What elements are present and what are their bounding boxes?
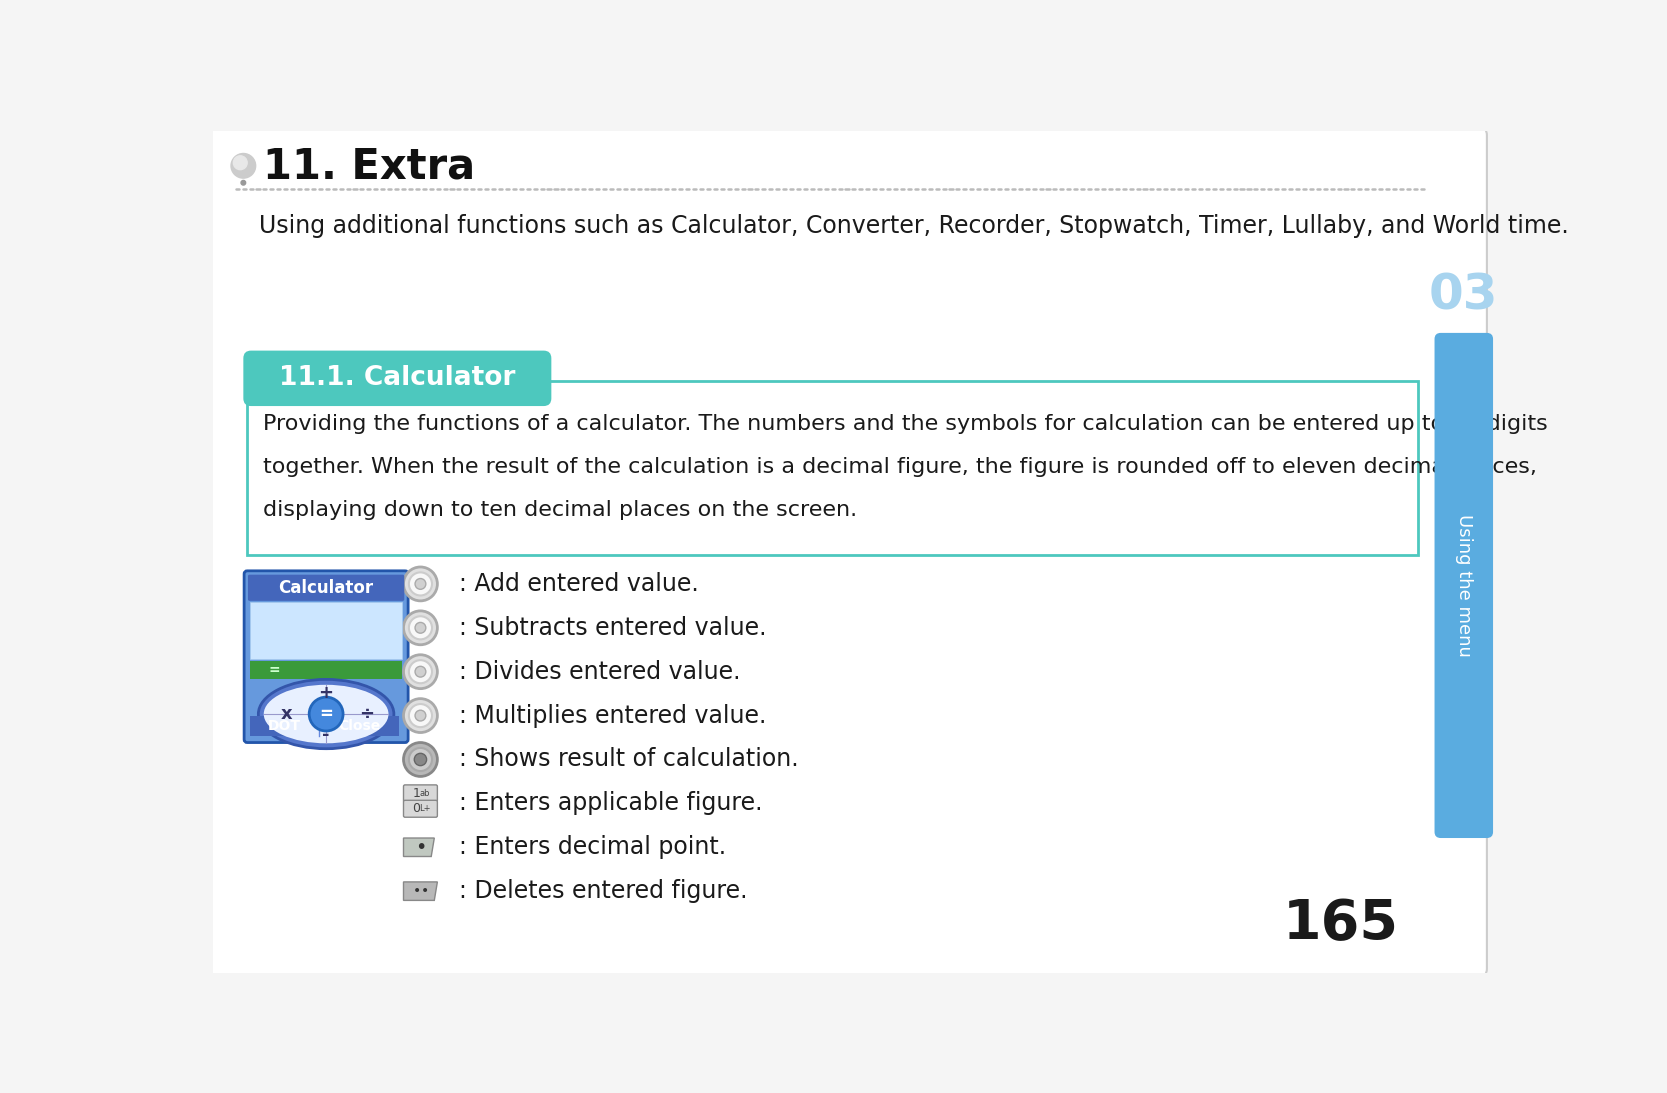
Text: •: • (413, 884, 422, 898)
Circle shape (408, 616, 432, 639)
FancyBboxPatch shape (208, 127, 1487, 977)
Text: : Multiplies entered value.: : Multiplies entered value. (458, 704, 767, 728)
Bar (250, 661, 402, 680)
Text: : Enters decimal point.: : Enters decimal point. (458, 835, 727, 859)
Text: =: = (268, 663, 280, 678)
Text: Using additional functions such as Calculator, Converter, Recorder, Stopwatch, T: Using additional functions such as Calcu… (258, 214, 1569, 238)
Circle shape (408, 748, 432, 771)
Text: DOT: DOT (268, 719, 302, 733)
Circle shape (408, 660, 432, 683)
Text: =: = (318, 705, 333, 724)
Circle shape (408, 704, 432, 727)
FancyBboxPatch shape (1435, 333, 1494, 838)
Polygon shape (403, 838, 435, 857)
Ellipse shape (258, 680, 393, 749)
Circle shape (403, 567, 437, 601)
Circle shape (415, 578, 425, 589)
Text: ÷: ÷ (358, 705, 373, 724)
Text: 1: 1 (413, 787, 420, 800)
Circle shape (415, 710, 425, 721)
Circle shape (403, 655, 437, 689)
Ellipse shape (263, 685, 388, 743)
FancyBboxPatch shape (247, 381, 1417, 554)
Text: 03: 03 (1429, 272, 1499, 320)
Text: Using the menu: Using the menu (1455, 514, 1472, 657)
Text: : Add entered value.: : Add entered value. (458, 572, 698, 596)
Text: •: • (415, 837, 427, 857)
Bar (320, 716, 398, 737)
Circle shape (403, 698, 437, 732)
Bar (250, 716, 318, 737)
Text: 165: 165 (1282, 897, 1399, 951)
Text: : Shows result of calculation.: : Shows result of calculation. (458, 748, 798, 772)
Circle shape (415, 667, 425, 677)
Circle shape (408, 573, 432, 596)
Circle shape (233, 156, 247, 169)
Text: : Deletes entered figure.: : Deletes entered figure. (458, 879, 747, 903)
Circle shape (232, 153, 255, 178)
Circle shape (308, 697, 343, 731)
Text: 0: 0 (413, 802, 420, 815)
Text: 11. Extra: 11. Extra (263, 145, 475, 188)
Text: L+: L+ (420, 804, 430, 813)
FancyBboxPatch shape (403, 785, 437, 802)
Bar (250, 601, 402, 659)
Text: 11.1. Calculator: 11.1. Calculator (278, 365, 515, 391)
Text: Close: Close (338, 719, 380, 733)
Polygon shape (403, 882, 437, 901)
FancyBboxPatch shape (243, 571, 408, 742)
Text: -: - (322, 726, 330, 744)
Text: together. When the result of the calculation is a decimal figure, the figure is : together. When the result of the calcula… (263, 457, 1537, 477)
Text: displaying down to ten decimal places on the screen.: displaying down to ten decimal places on… (263, 500, 857, 520)
Circle shape (415, 753, 427, 765)
Circle shape (415, 622, 425, 633)
Text: : Divides entered value.: : Divides entered value. (458, 660, 740, 684)
FancyBboxPatch shape (403, 800, 437, 818)
Text: : Enters applicable figure.: : Enters applicable figure. (458, 791, 762, 815)
Text: Calculator: Calculator (278, 579, 373, 597)
Text: x: x (280, 705, 292, 724)
Text: +: + (318, 684, 333, 703)
Text: : Subtracts entered value.: : Subtracts entered value. (458, 615, 767, 639)
Text: •: • (422, 884, 428, 898)
Circle shape (403, 742, 437, 776)
Circle shape (242, 180, 245, 185)
FancyBboxPatch shape (243, 351, 552, 407)
Circle shape (403, 611, 437, 645)
Text: ab: ab (420, 789, 430, 798)
FancyBboxPatch shape (248, 575, 405, 601)
Text: Providing the functions of a calculator. The numbers and the symbols for calcula: Providing the functions of a calculator.… (263, 414, 1547, 434)
